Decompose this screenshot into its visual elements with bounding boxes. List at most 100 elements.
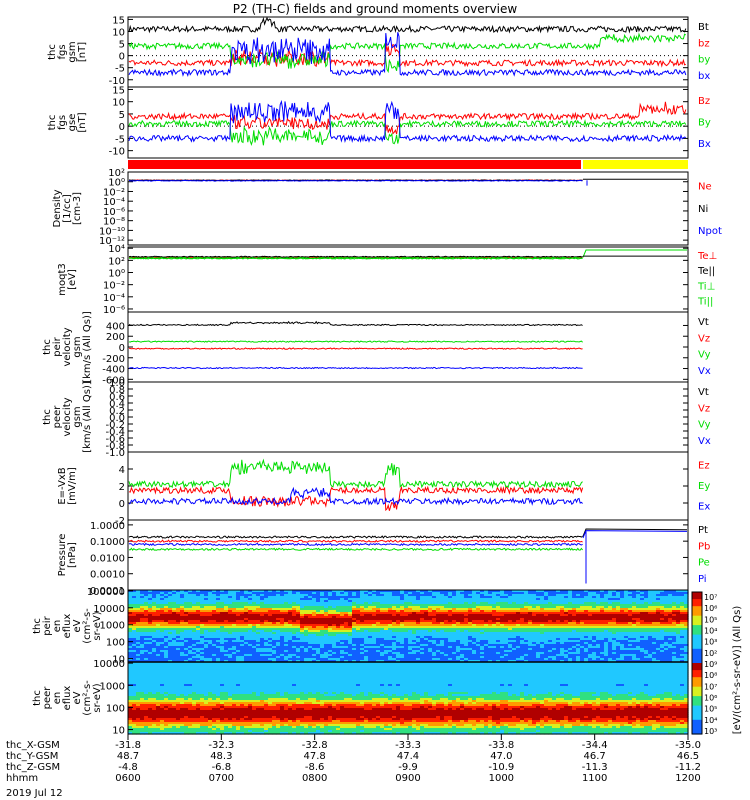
peir_spec-cell: [604, 648, 609, 651]
peir_spec-cell: [440, 644, 445, 647]
peir_spec-cell: [288, 598, 293, 601]
peir_spec-cell: [408, 610, 413, 613]
peir_spec-cell: [196, 642, 201, 645]
peir_spec-cell: [596, 638, 601, 641]
peir_spec-cell: [172, 598, 177, 601]
peir_spec-cell: [264, 622, 269, 625]
peir_spec-cell: [344, 628, 349, 631]
peir_spec-cell: [264, 600, 269, 603]
peir_spec-cell: [528, 646, 533, 649]
peir_spec-cell: [368, 610, 373, 613]
peir_spec-cell: [488, 620, 493, 623]
peir_spec-cell: [548, 612, 553, 615]
peir_spec-cell: [432, 644, 437, 647]
peir_spec-cell: [396, 646, 401, 649]
peir_spec-cell: [180, 590, 185, 593]
peir_spec-cell: [356, 640, 361, 643]
peir_spec-cell: [436, 656, 441, 659]
peir_spec-cell: [328, 604, 333, 607]
peir_spec-cell: [400, 618, 405, 621]
peir_spec-cell: [316, 612, 321, 615]
peir_spec-cell: [476, 658, 481, 661]
peir_spec-cell: [544, 606, 549, 609]
peir_spec-cell: [272, 626, 277, 629]
peir_spec-cell: [368, 614, 373, 617]
peir_spec-cell: [336, 632, 341, 635]
peir_spec-cell: [472, 620, 477, 623]
peir_spec-cell: [504, 592, 509, 595]
peir_spec-cell: [184, 638, 189, 641]
peir_spec-cell: [484, 636, 489, 639]
peir_spec-cell: [412, 644, 417, 647]
peir_spec-cell: [276, 590, 281, 593]
peir_spec-cell: [200, 654, 205, 657]
peir_spec-cell: [436, 634, 441, 637]
peir_spec-cell: [216, 612, 221, 615]
peir_spec-cell: [512, 590, 517, 593]
peir_spec-cell: [224, 652, 229, 655]
peir_spec-cell: [580, 606, 585, 609]
peir_spec-cell: [312, 608, 317, 611]
peir_spec-cell: [152, 642, 157, 645]
peir_spec-cell: [324, 602, 329, 605]
peir_spec-cell: [212, 590, 217, 593]
peir_spec-cell: [128, 656, 133, 659]
peir_spec-cell: [140, 648, 145, 651]
peir_spec-cell: [356, 652, 361, 655]
peir_spec-cell: [156, 614, 161, 617]
peir_spec-cell: [272, 658, 277, 661]
peir_spec-cell: [464, 608, 469, 611]
peir_spec-cell: [200, 616, 205, 619]
peir_spec-cell: [428, 634, 433, 637]
peir_spec-cell: [484, 620, 489, 623]
peir_spec-cell: [296, 638, 301, 641]
peir_spec-cell: [304, 634, 309, 637]
peir_spec-cell: [196, 598, 201, 601]
peir_spec-cell: [564, 624, 569, 627]
peir_spec-cell: [228, 616, 233, 619]
peir_spec-cell: [164, 594, 169, 597]
peir_spec-cell: [480, 654, 485, 657]
peir_spec-cell: [272, 640, 277, 643]
peir_spec-cell: [148, 632, 153, 635]
peir_spec-cell: [512, 644, 517, 647]
peir_spec-cell: [304, 658, 309, 661]
peir_spec-cell: [572, 598, 577, 601]
peir_spec-cell: [480, 638, 485, 641]
peir_spec-cell: [400, 644, 405, 647]
peir_spec-cell: [220, 642, 225, 645]
peir_spec-cell: [376, 610, 381, 613]
peir_spec-cell: [396, 590, 401, 593]
peir_spec-cell: [368, 648, 373, 651]
peer_velocity-legend-vt: Vt: [698, 387, 709, 398]
peir_spec-cell: [524, 624, 529, 627]
peir_spec-cell: [316, 642, 321, 645]
peir_spec-cell: [588, 604, 593, 607]
peir_spec-cell: [140, 636, 145, 639]
peir_spec-cell: [248, 642, 253, 645]
peir_spec-cell: [492, 592, 497, 595]
peir_spec-cell: [140, 634, 145, 637]
peir_spec-cell: [532, 642, 537, 645]
peir_spec-cell: [228, 624, 233, 627]
peir_spec-cell: [224, 656, 229, 659]
peir_spec-cell: [292, 596, 297, 599]
peir_spec-cell: [432, 650, 437, 653]
peir_spec-cell: [180, 608, 185, 611]
peir_spec-cell: [324, 598, 329, 601]
peir_spec-cell: [416, 594, 421, 597]
peir_spec-cell: [412, 606, 417, 609]
peir_spec-cell: [336, 648, 341, 651]
peir_spec-cell: [576, 642, 581, 645]
peir_spec-cell: [244, 652, 249, 655]
peir_spec-cell: [356, 634, 361, 637]
peir_spec-cell: [448, 642, 453, 645]
fgs_gse-series-by: [128, 118, 687, 146]
peir_spec-cell: [240, 658, 245, 661]
peir_spec-cell: [436, 600, 441, 603]
peir_spec-cell: [252, 610, 257, 613]
peir_spec-cell: [252, 596, 257, 599]
peir_spec-cell: [292, 634, 297, 637]
peir_spec-cell: [516, 634, 521, 637]
peir_spec-cell: [572, 634, 577, 637]
